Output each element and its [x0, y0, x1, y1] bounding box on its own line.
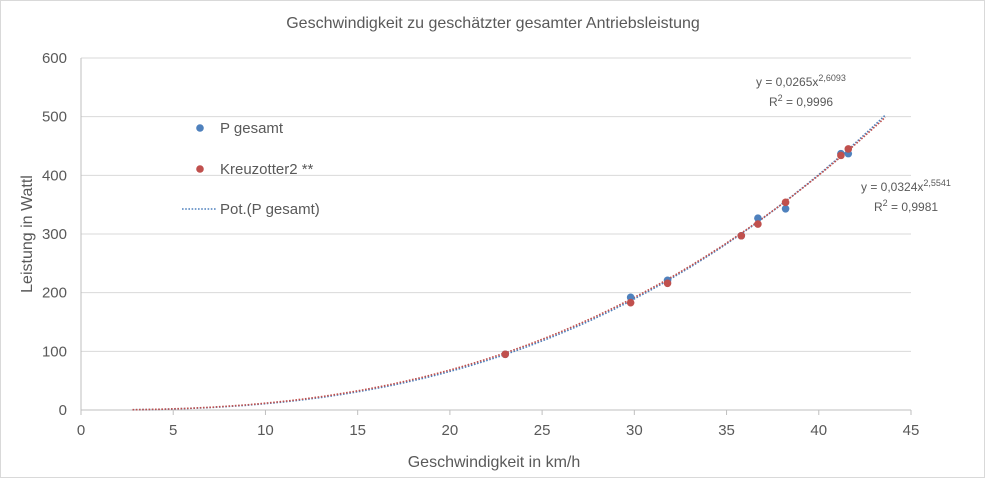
legend-marker-1 — [196, 124, 204, 132]
x-tick-label: 25 — [534, 422, 551, 439]
data-point-series-2 — [844, 145, 853, 153]
y-tick-label: 200 — [42, 285, 67, 302]
data-point-series-1 — [626, 293, 635, 302]
x-tick-label: 10 — [257, 422, 274, 439]
y-tick-label: 0 — [59, 402, 67, 419]
grid-lines — [81, 57, 911, 352]
y-tick-label: 600 — [42, 50, 67, 67]
trendline-r2-2: R2 = 0,9981 — [874, 198, 938, 214]
x-tick-label: 45 — [903, 422, 920, 439]
legend-label-2: Kreuzotter2 ** — [220, 161, 314, 178]
trendlines — [132, 114, 886, 411]
trendline-equations: y = 0,0265x2,6093 R2 = 0,9996 y = 0,0324x2… — [756, 73, 951, 214]
data-point-series-2 — [626, 298, 635, 307]
x-tick-label: 20 — [442, 422, 459, 439]
x-axis-title: Geschwindigkeit in km/h — [408, 454, 581, 471]
y-tick-label: 300 — [42, 226, 67, 243]
data-point-series-2 — [754, 220, 762, 228]
legend-label-3: Pot.(P gesamt) — [220, 201, 320, 218]
chart-title: Geschwindigkeit zu geschätzter gesamter … — [286, 15, 700, 32]
x-tick-label: 0 — [77, 422, 85, 439]
data-point-series-2 — [837, 151, 845, 160]
trendline-1 — [132, 114, 886, 411]
y-tick-label: 400 — [42, 167, 67, 184]
x-tick-label: 15 — [349, 422, 366, 439]
data-point-series-2 — [663, 279, 672, 288]
y-tick-label: 100 — [42, 343, 67, 360]
trendline-r2-1: R2 = 0,9996 — [769, 93, 833, 109]
legend-marker-2 — [196, 165, 204, 173]
legend-label-1: P gesamt — [220, 120, 284, 137]
axes: 0 100 200 300 400 500 600 0 5 10 15 20 25 30 35 40 45 — [42, 50, 919, 439]
data-point-series-1 — [781, 204, 790, 213]
data-points — [501, 145, 853, 359]
x-tick-label: 30 — [626, 422, 643, 439]
data-point-series-2 — [501, 350, 510, 359]
y-axis-title: Leistung in Wattl — [19, 175, 36, 293]
trendline-equation-2: y = 0,0324x2,5541 — [861, 178, 951, 194]
x-tick-label: 35 — [718, 422, 735, 439]
trendline-equation-1: y = 0,0265x2,6093 — [756, 73, 846, 89]
y-tick-label: 500 — [42, 109, 67, 126]
x-tick-label: 5 — [169, 422, 177, 439]
data-point-series-2 — [781, 198, 790, 207]
data-point-series-2 — [737, 231, 746, 240]
legend: P gesamt Kreuzotter2 ** Pot.(P gesamt) — [182, 120, 320, 218]
data-point-series-1 — [754, 214, 762, 222]
x-tick-label: 40 — [810, 422, 827, 439]
